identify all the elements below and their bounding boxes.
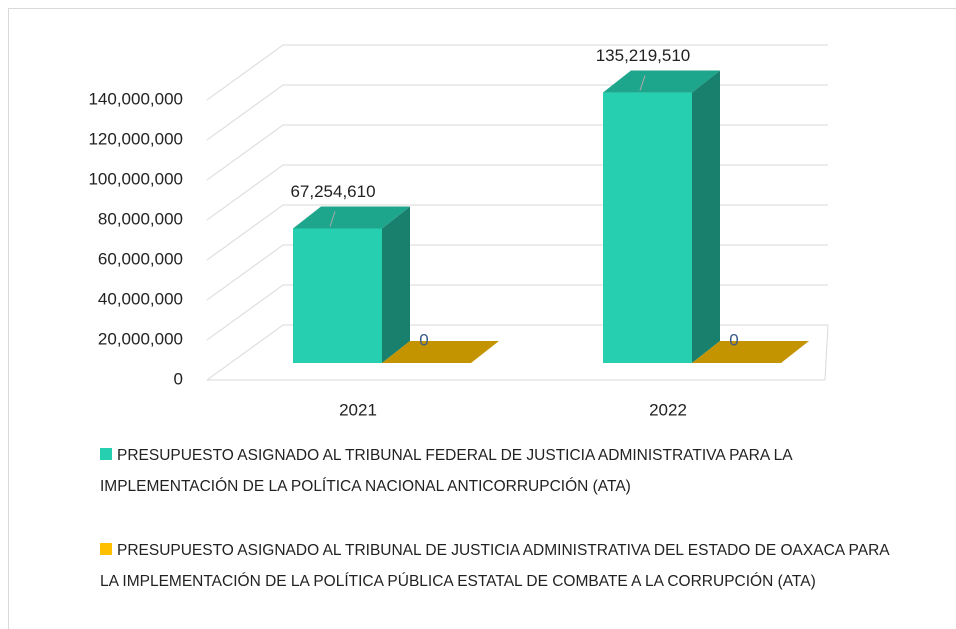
- x-tick-label: 2021: [339, 400, 377, 419]
- value-label: 135,219,510: [596, 46, 691, 65]
- legend-entry: PRESUPUESTO ASIGNADO AL TRIBUNAL FEDERAL…: [100, 440, 910, 502]
- bar: [382, 341, 499, 363]
- bar-top: [692, 341, 809, 363]
- grid-line: [206, 84, 284, 141]
- chart-border: [8, 8, 956, 629]
- bar-front: [293, 228, 382, 363]
- y-tick-label: 0: [174, 369, 183, 388]
- bar-side: [692, 70, 720, 364]
- value-label: 0: [419, 330, 428, 349]
- grid-line: [206, 124, 284, 181]
- x-tick-label: 2022: [649, 400, 687, 419]
- grid-line: [206, 324, 284, 381]
- value-label: 0: [729, 330, 738, 349]
- grid-line: [206, 204, 284, 261]
- legend-entry: PRESUPUESTO ASIGNADO AL TRIBUNAL DE JUST…: [100, 535, 910, 597]
- grid-line: [206, 164, 284, 221]
- value-label: 67,254,610: [290, 182, 375, 201]
- y-tick-label: 100,000,000: [88, 169, 183, 188]
- bar-front: [603, 92, 692, 364]
- y-tick-label: 120,000,000: [88, 129, 183, 148]
- grid-line: [206, 284, 284, 341]
- bar: [603, 70, 720, 364]
- legend-swatch: [100, 448, 112, 460]
- bar-side: [382, 206, 410, 363]
- y-tick-label: 140,000,000: [88, 89, 183, 108]
- grid-line: [206, 244, 284, 301]
- legend-label: PRESUPUESTO ASIGNADO AL TRIBUNAL DE JUST…: [100, 542, 889, 590]
- bar-top: [382, 341, 499, 363]
- bar-top: [603, 70, 720, 93]
- y-tick-label: 20,000,000: [98, 329, 183, 348]
- bar: [293, 206, 410, 363]
- y-tick-label: 80,000,000: [98, 209, 183, 228]
- legend-swatch: [100, 543, 112, 555]
- floor-edge: [824, 324, 829, 381]
- bar-top: [293, 206, 410, 229]
- label-leader: [329, 211, 336, 227]
- label-leader: [639, 75, 646, 91]
- grid-line: [206, 44, 284, 101]
- bar: [692, 341, 809, 363]
- legend-label: PRESUPUESTO ASIGNADO AL TRIBUNAL FEDERAL…: [100, 447, 792, 495]
- y-tick-label: 40,000,000: [98, 289, 183, 308]
- y-tick-label: 60,000,000: [98, 249, 183, 268]
